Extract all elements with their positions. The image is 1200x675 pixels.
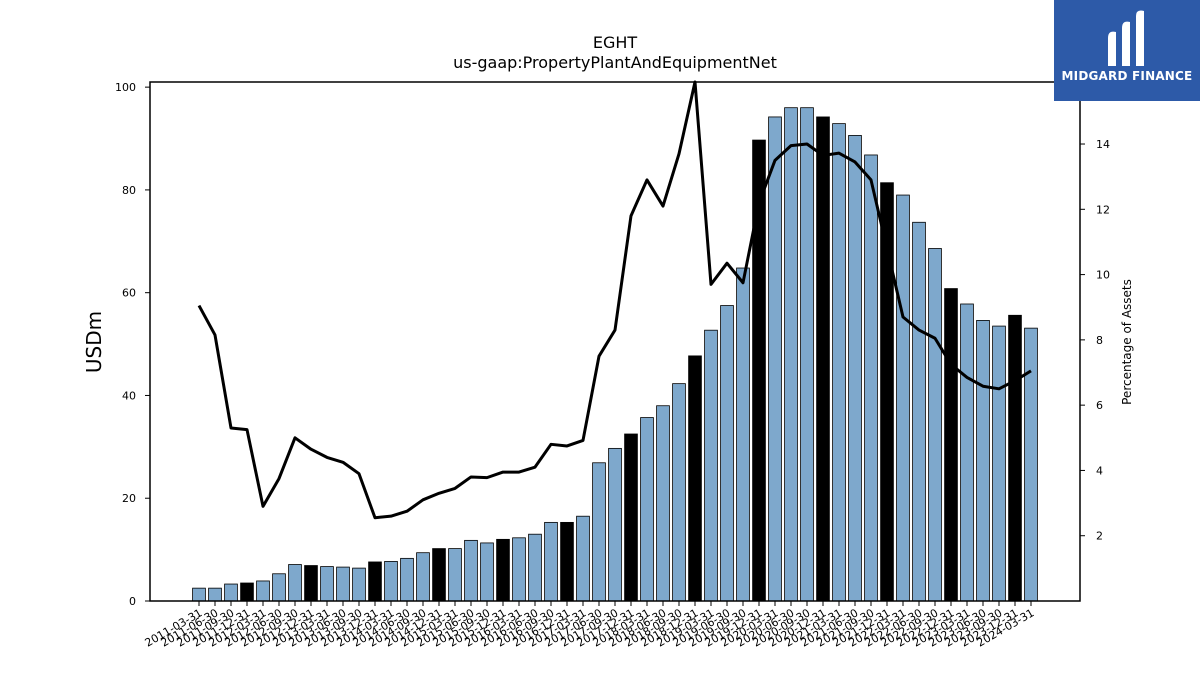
x-axis-ticks: 2011-03-312011-06-302011-09-302011-12-31… [143,601,1037,650]
bar [784,107,798,602]
bar [576,515,590,602]
midgard-finance-logo: MIDGARD FINANCE [1054,0,1200,101]
bar [224,583,238,602]
bar [832,123,846,602]
bar [272,573,286,602]
bar [368,561,382,602]
y-axis-ticks: 0 20 40 60 80 100 [115,81,150,608]
bar [992,325,1006,602]
y2-tick-label: 4 [1096,464,1103,477]
line-series [197,80,1032,520]
chart-subtitle: us-gaap:PropertyPlantAndEquipmentNet [453,53,777,72]
plot-frame [149,81,1081,602]
bar [928,248,942,602]
bar [624,433,638,602]
bar [480,542,494,602]
bar [704,329,718,602]
y-tick-label: 80 [122,184,136,197]
midgard-m-icon [1108,10,1144,67]
bar [608,447,622,602]
y2-tick-label: 14 [1096,138,1110,151]
y-tick-label: 0 [129,595,136,608]
bar [800,107,814,602]
bar [688,355,702,602]
bar [896,194,910,602]
bar [448,548,462,602]
bar [336,566,350,602]
bar [240,582,254,602]
bar [496,538,510,602]
bar [720,305,734,602]
bar [768,116,782,602]
bar [352,567,366,602]
bar [528,533,542,602]
bar [944,288,958,602]
bar [192,587,206,602]
bar [640,417,654,602]
bar [960,303,974,602]
bar [864,154,878,602]
y-tick-label: 20 [122,492,136,505]
bar [384,561,398,602]
bar [304,565,318,602]
bar [976,320,990,602]
logo-brand-text: MIDGARD FINANCE [1061,69,1193,83]
bar [672,383,686,602]
y2-tick-label: 10 [1096,269,1110,282]
bar [848,135,862,602]
bar [560,521,574,602]
y2-tick-label: 6 [1096,399,1103,412]
bar [432,548,446,602]
bar-series [192,107,1038,602]
bar [736,267,750,602]
bar [816,116,830,602]
y-axis-label: USDm [82,311,106,373]
y2-axis-label: Percentage of Assets [1120,279,1134,405]
y2-tick-label: 8 [1096,334,1103,347]
bar [512,537,526,602]
bar [912,221,926,602]
bar [400,557,414,602]
bar [320,566,334,602]
y2-tick-label: 2 [1096,530,1103,543]
bar [256,580,270,602]
y-tick-label: 100 [115,81,136,94]
bar [416,552,430,602]
bar [592,462,606,602]
bar [464,539,478,602]
percentage-of-assets-line [197,80,1032,520]
y2-axis-ticks: 2 4 6 8 10 12 14 [1080,138,1110,543]
bar [288,564,302,602]
bar [1024,327,1038,602]
y-tick-label: 60 [122,287,136,300]
chart-title: EGHT [593,33,638,52]
bar [656,405,670,602]
y-tick-label: 40 [122,389,136,402]
y2-tick-label: 12 [1096,203,1110,216]
bar [544,521,558,602]
bar [208,587,222,602]
bar [1008,314,1022,602]
